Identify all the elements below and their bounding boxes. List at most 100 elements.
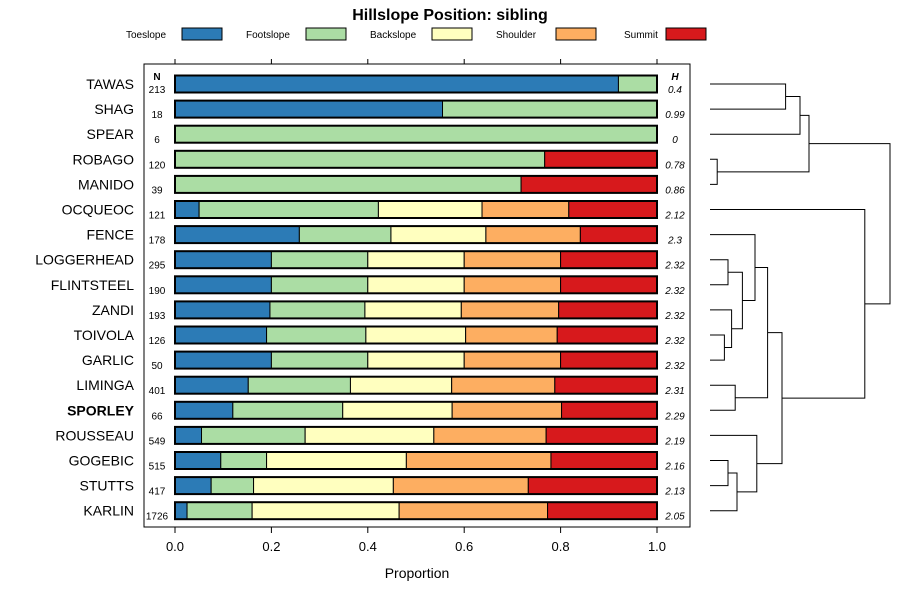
bar-outline: [174, 250, 658, 270]
bar-segment-backslope: [367, 351, 465, 370]
bar-segment-summit: [556, 326, 658, 344]
bar-segment-footslope: [232, 401, 344, 420]
dendrogram-branch: [710, 472, 738, 512]
h-value: 0.4: [668, 85, 682, 96]
panel-frame: [143, 63, 691, 528]
row-label: TOIVOLA: [74, 327, 135, 343]
bar-segment-toeslope: [174, 275, 272, 294]
row-label: KARLIN: [83, 503, 134, 519]
legend-label-footslope: Footslope: [246, 30, 290, 41]
bar-segment-shoulder: [460, 300, 560, 319]
bar-karlin: [174, 501, 658, 521]
dendrogram-branch: [710, 234, 756, 301]
h-value: 0: [672, 135, 678, 146]
bar-segment-shoulder: [392, 476, 529, 495]
row-labels: TAWAS 213 0.4 SHAG 18 0.99 SPEAR 6 0 ROBAGO 120 0.7…: [35, 76, 685, 523]
bar-segment-summit: [579, 225, 658, 244]
bar-segment-toeslope: [174, 200, 200, 219]
bar-segment-backslope: [251, 501, 400, 520]
dendrogram-branch: [710, 259, 729, 286]
n-value: 6: [154, 135, 160, 146]
bars: [174, 74, 658, 521]
bar-outline: [174, 501, 658, 521]
legend-swatch-backslope: [431, 27, 473, 41]
h-value: 2.32: [664, 261, 685, 272]
bar-segment-toeslope: [174, 401, 234, 420]
bar-tawas: [174, 74, 658, 94]
h-value: 2.32: [664, 311, 685, 322]
bar-segment-toeslope: [174, 300, 271, 319]
h-value: 2.16: [664, 462, 685, 473]
bar-segment-shoulder: [481, 200, 570, 219]
bar-segment-footslope: [174, 175, 522, 194]
legend-label-shoulder: Shoulder: [496, 30, 537, 41]
bar-segment-summit: [554, 376, 658, 395]
bar-segment-toeslope: [174, 326, 268, 344]
bar-segment-footslope: [442, 100, 658, 119]
row-label: ROBAGO: [73, 151, 135, 167]
bar-segment-summit: [558, 300, 658, 319]
bar-segment-backslope: [253, 476, 394, 495]
row-label: LIMINGA: [76, 377, 134, 393]
bar-segment-toeslope: [174, 351, 272, 370]
dendrogram-branch: [717, 114, 810, 173]
bar-segment-footslope: [270, 275, 369, 294]
legend-swatch-shoulder: [555, 27, 597, 41]
bar-segment-summit: [561, 401, 658, 420]
bar-segment-shoulder: [463, 250, 562, 269]
bar-segment-shoulder: [433, 426, 547, 445]
dendrogram-branch: [728, 271, 743, 330]
bar-segment-footslope: [298, 225, 392, 244]
bar-segment-footslope: [247, 376, 351, 395]
row-label: SPORLEY: [67, 402, 135, 418]
dendrogram-branch: [710, 96, 801, 135]
bar-segment-footslope: [198, 200, 379, 219]
bar-segment-toeslope: [174, 426, 203, 445]
h-value: 2.32: [664, 361, 685, 372]
bar-outline: [174, 174, 658, 194]
n-value: 126: [149, 336, 166, 347]
bar-segment-toeslope: [174, 376, 249, 395]
bar-segment-toeslope: [174, 100, 444, 119]
bar-outline: [174, 200, 658, 219]
bar-outline: [174, 275, 658, 295]
n-value: 121: [149, 211, 166, 222]
row-label: OCQUEOC: [62, 202, 134, 218]
bar-outline: [174, 225, 658, 245]
bar-outline: [174, 300, 658, 320]
h-value: 2.19: [664, 436, 685, 447]
dendrogram-branch: [710, 434, 758, 493]
h-value: 0.78: [665, 160, 685, 171]
n-value: 50: [151, 361, 163, 372]
bar-segment-backslope: [390, 225, 487, 244]
bar-segment-backslope: [367, 275, 465, 294]
bar-manido: [174, 174, 658, 194]
legend-label-summit: Summit: [624, 30, 658, 41]
legend-label-toeslope: Toeslope: [126, 30, 166, 41]
bar-segment-footslope: [186, 501, 253, 520]
row-label: FENCE: [87, 227, 134, 243]
bar-outline: [174, 149, 658, 169]
n-value: 213: [149, 85, 166, 96]
bar-outline: [174, 350, 658, 370]
n-value: 401: [149, 386, 166, 397]
bar-loggerhead: [174, 250, 658, 270]
bar-stutts: [174, 476, 658, 496]
bar-segment-shoulder: [463, 351, 562, 370]
bar-segment-shoulder: [465, 326, 558, 344]
bar-segment-shoulder: [398, 501, 549, 520]
bar-outline: [174, 325, 658, 345]
x-tick-label: 0.0: [166, 539, 184, 554]
dendrogram-branch: [710, 209, 866, 399]
n-value: 190: [149, 286, 166, 297]
n-value: 193: [149, 311, 166, 322]
bar-liminga: [174, 375, 658, 395]
dendrogram-branch: [710, 334, 725, 361]
bar-segment-summit: [550, 451, 658, 470]
legend-swatch-footslope: [305, 27, 347, 41]
bar-segment-footslope: [269, 300, 366, 319]
dendrogram-branch: [710, 460, 729, 487]
x-tick-label: 1.0: [648, 539, 666, 554]
bar-segment-footslope: [201, 426, 306, 445]
